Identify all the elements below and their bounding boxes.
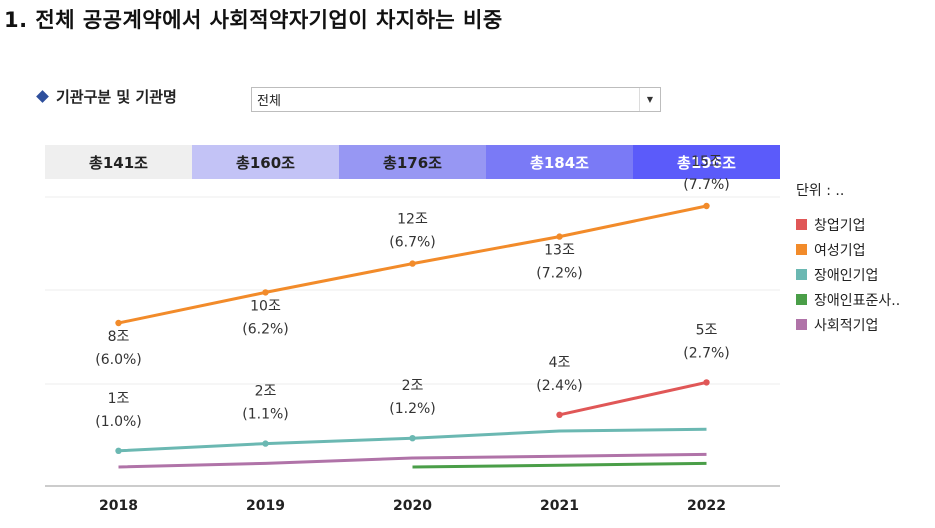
chevron-down-icon[interactable]: ▼ — [639, 88, 660, 111]
x-tick-label: 2020 — [393, 498, 432, 514]
legend-label: 여성기업 — [814, 242, 866, 259]
data-point — [556, 233, 563, 240]
legend-swatch — [796, 319, 807, 330]
legend: 단위 : .. 창업기업 여성기업 장애인기업 장애인표준사.. 사회적기업 — [796, 180, 900, 337]
series-line — [118, 452, 707, 469]
data-point — [409, 435, 416, 442]
legend-swatch — [796, 294, 807, 305]
data-label: 13조 — [544, 243, 575, 259]
agency-select[interactable]: 전체 ▼ — [251, 87, 661, 112]
data-label: (6.7%) — [389, 235, 436, 251]
data-label: (2.4%) — [536, 378, 583, 394]
agency-select-value: 전체 — [257, 94, 281, 109]
data-label: 5조 — [696, 322, 718, 338]
data-label: 15조 — [691, 154, 722, 170]
data-label: 8조 — [108, 329, 130, 345]
totals-bar: 총141조 총160조 총176조 총184조 총196조 — [45, 145, 780, 179]
data-point — [115, 447, 122, 454]
data-label: (6.0%) — [95, 352, 142, 368]
series-line — [412, 461, 707, 469]
total-cell-2018: 총141조 — [45, 145, 192, 179]
data-label: 10조 — [250, 298, 281, 314]
legend-item-women[interactable]: 여성기업 — [796, 237, 900, 262]
filter-label-text: 기관구분 및 기관명 — [56, 88, 177, 106]
x-tick-label: 2018 — [99, 498, 138, 514]
data-label: 2조 — [255, 384, 277, 400]
legend-swatch — [796, 244, 807, 255]
data-point — [262, 289, 269, 296]
total-cell-2019: 총160조 — [192, 145, 339, 179]
filter-label: 기관구분 및 기관명 — [36, 86, 177, 107]
data-point — [409, 260, 416, 267]
data-point — [703, 379, 710, 386]
legend-label: 장애인기업 — [814, 267, 879, 284]
total-cell-2020: 총176조 — [339, 145, 486, 179]
legend-label: 장애인표준사.. — [814, 292, 901, 309]
legend-item-disabled-standard[interactable]: 장애인표준사.. — [796, 287, 900, 312]
legend-label: 사회적기업 — [814, 317, 879, 334]
legend-item-disabled[interactable]: 장애인기업 — [796, 262, 900, 287]
data-point — [115, 319, 122, 327]
data-label: (6.2%) — [242, 321, 289, 337]
unit-label: 단위 : .. — [796, 183, 845, 199]
legend-item-social[interactable]: 사회적기업 — [796, 312, 900, 337]
x-tick-label: 2022 — [687, 498, 726, 514]
data-label: (1.1%) — [242, 407, 289, 423]
data-point — [556, 411, 563, 418]
series-line — [559, 380, 707, 417]
data-label: (7.2%) — [536, 266, 583, 282]
data-label: 2조 — [402, 378, 424, 394]
legend-swatch — [796, 219, 807, 230]
data-point — [262, 440, 269, 447]
legend-label: 창업기업 — [814, 217, 866, 234]
total-cell-2021: 총184조 — [486, 145, 633, 179]
data-label: (7.7%) — [683, 177, 730, 193]
data-label: 1조 — [108, 391, 130, 407]
x-tick-label: 2019 — [246, 498, 285, 514]
x-tick-label: 2021 — [540, 498, 579, 514]
data-label: 4조 — [549, 355, 571, 371]
page-title: 1. 전체 공공계약에서 사회적약자기업이 차지하는 비중 — [4, 8, 503, 32]
total-cell-2022: 총196조 — [633, 145, 780, 179]
data-label: (2.7%) — [683, 345, 730, 361]
data-point — [703, 202, 710, 210]
data-label: (1.0%) — [95, 414, 142, 430]
data-label: (1.2%) — [389, 401, 436, 417]
data-label: 12조 — [397, 212, 428, 228]
legend-swatch — [796, 269, 807, 280]
legend-item-startup[interactable]: 창업기업 — [796, 212, 900, 237]
